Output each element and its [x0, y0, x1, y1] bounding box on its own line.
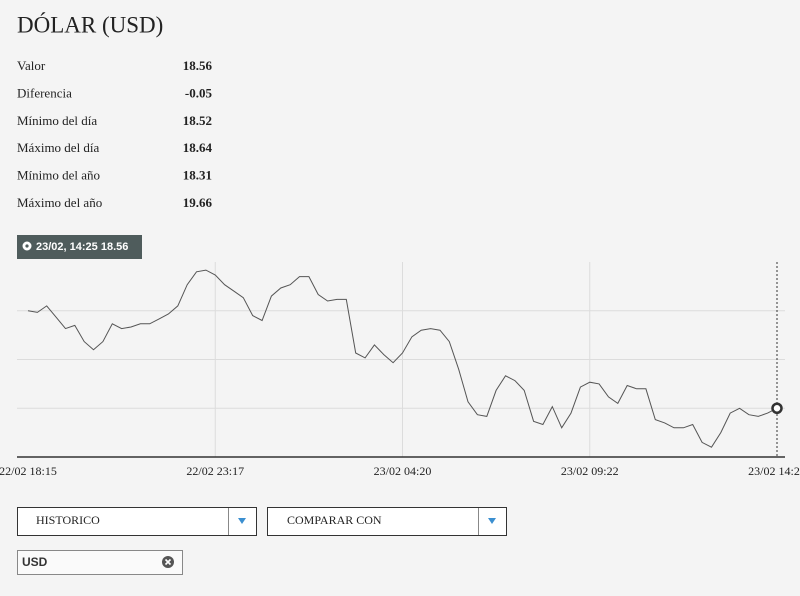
stat-label: Máximo del año [17, 195, 102, 210]
chart: 22/02 18:15 22/02 23:17 23/02 04:20 23/02 0… [0, 262, 800, 478]
tooltip-text: 23/02, 14:25 18.56 [36, 241, 128, 253]
dropdown-arrow[interactable] [488, 518, 496, 524]
stat-label: Valor [17, 58, 46, 73]
last-point [771, 402, 783, 414]
dropdown-arrow[interactable] [238, 518, 246, 524]
comparar-label[interactable]: COMPARAR CON [287, 513, 382, 527]
stat-value: 18.64 [183, 140, 213, 155]
stat-value: 19.66 [183, 195, 213, 210]
stat-label: Mínimo del año [17, 168, 100, 183]
tooltip-box [17, 235, 142, 259]
x-tick-label: 22/02 18:15 [0, 464, 57, 478]
usd-tag [17, 550, 183, 575]
usd-tag-label: USD [22, 555, 48, 569]
stat-value: 18.56 [183, 58, 213, 73]
historico-label[interactable]: HISTORICO [36, 513, 100, 527]
x-tick-label: 23/02 04:20 [374, 464, 432, 478]
x-tick-label: 22/02 23:17 [186, 464, 244, 478]
historico-dropdown[interactable] [17, 507, 257, 536]
title: DÓLAR (USD) [17, 11, 163, 37]
tooltip-icon-dot [25, 244, 29, 248]
remove-tag-x[interactable] [164, 558, 172, 566]
stat-label: Máximo del día [17, 140, 100, 155]
stat-label: Mínimo del día [17, 113, 97, 128]
stat-value: 18.31 [183, 168, 212, 183]
comparar-dropdown[interactable] [267, 507, 507, 536]
x-tick-label: 23/02 09:22 [561, 464, 619, 478]
stat-value: 18.52 [183, 113, 212, 128]
stat-label: Diferencia [17, 85, 72, 100]
stat-value: -0.05 [185, 85, 213, 100]
price-line [27, 269, 778, 448]
x-tick-label: 23/02 14:25 [748, 464, 800, 478]
